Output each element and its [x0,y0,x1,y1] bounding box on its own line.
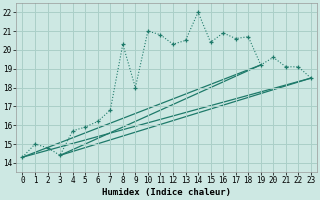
X-axis label: Humidex (Indice chaleur): Humidex (Indice chaleur) [102,188,231,197]
